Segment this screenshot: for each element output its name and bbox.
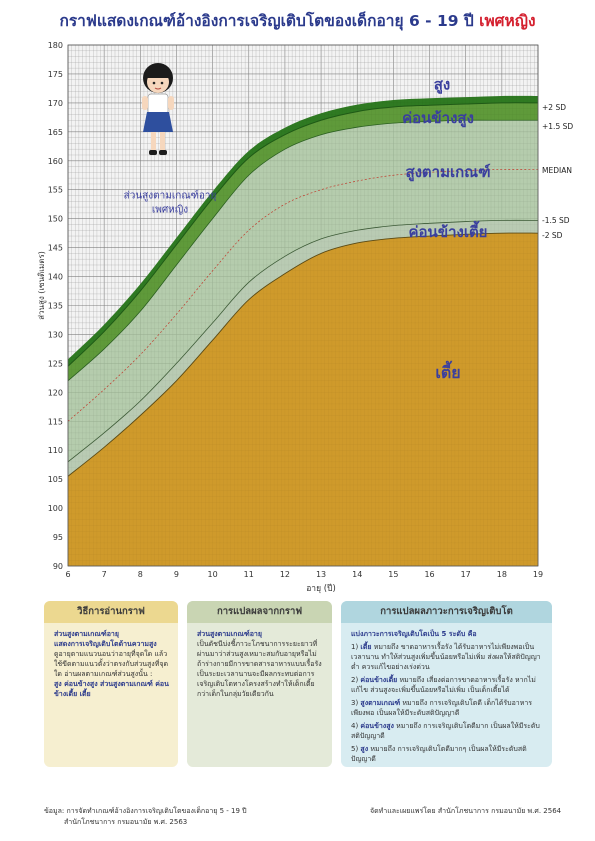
list-item: 5) สูง หมายถึง การเจริญเติบโตดีมากๆ เป็น…: [351, 745, 527, 763]
how-to-read-panel: วิธีการอ่านกราฟ ส่วนสูงตามเกณฑ์อายุ แสดง…: [44, 601, 178, 767]
y-tick-label: 180: [48, 41, 63, 50]
y-tick-label: 170: [48, 99, 63, 108]
interpretation-lead: ส่วนสูงตามเกณฑ์อายุ: [197, 630, 262, 638]
height-for-age-chart: 6 7 8 9 10 11 12 13 14 15 16 17 18 19 90 95 100 105 110 115…: [37, 41, 574, 594]
y-tick-label: 90: [53, 562, 63, 571]
y-tick-label: 140: [48, 273, 63, 282]
x-tick-label: 6: [65, 570, 70, 579]
zone-label: ค่อนข้างสูง: [402, 109, 474, 128]
y-tick-label: 165: [48, 128, 63, 137]
zone-label: เตี้ย: [435, 360, 460, 382]
series-line-median: [67, 169, 539, 422]
x-tick-label: 13: [316, 570, 326, 579]
list-item: 1) เตี้ย หมายถึง ขาดอาหารเรื้อรัง ได้รับ…: [351, 643, 541, 671]
y-axis-label: ส่วนสูง (เซนติเมตร): [37, 251, 47, 320]
source-line-1: ข้อมูล: การจัดทำเกณฑ์อ้างอิงการเจริญเติบ…: [44, 807, 247, 815]
zone-label: ค่อนข้างเตี้ย: [409, 220, 488, 241]
series-line-15sd: [67, 219, 539, 463]
chart-lines: [67, 102, 539, 477]
chart-labels: +2 SD +1.5 SD MEDIAN -1.5 SD -2 SD สูงค่อนข้า…: [124, 76, 574, 382]
growth-status-panel: การแปลผลภาวะการเจริญเติบโต แบ่งภาวะการเจ…: [341, 601, 552, 767]
interpretation-text: เป็นดัชนีบ่งชี้ภาวะโภชนาการระยะยาวที่ผ่า…: [197, 640, 322, 698]
growth-status-lead: แบ่งภาวะการเจริญเติบโตเป็น 5 ระดับ คือ: [351, 630, 477, 638]
x-axis-label: อายุ (ปี): [306, 583, 336, 594]
inset-caption: ส่วนสูงตามเกณฑ์อายุ: [124, 189, 217, 201]
x-tick-label: 18: [497, 570, 507, 579]
y-tick-label: 125: [48, 359, 63, 368]
x-tick-label: 8: [138, 570, 143, 579]
growth-status-list: 1) เตี้ย หมายถึง ขาดอาหารเรื้อรัง ได้รับ…: [351, 642, 544, 764]
series-line-2sd: [67, 232, 539, 477]
y-tick-label: 95: [53, 533, 63, 542]
interpretation-panel: การแปลผลจากกราฟ ส่วนสูงตามเกณฑ์อายุ เป็น…: [187, 601, 332, 767]
sd-label: MEDIAN: [542, 166, 572, 175]
how-to-read-title: วิธีการอ่านกราฟ: [44, 601, 178, 623]
x-tick-label: 17: [461, 570, 471, 579]
title-sex: เพศหญิง: [479, 12, 536, 30]
y-tick-label: 150: [48, 215, 63, 224]
y-tick-label: 120: [48, 388, 63, 397]
x-tick-label: 16: [424, 570, 434, 579]
y-tick-label: 105: [48, 475, 63, 484]
sd-label: +2 SD: [542, 103, 566, 112]
series-line-2sd: [67, 102, 539, 367]
y-tick-label: 175: [48, 70, 63, 79]
band-short: [68, 233, 538, 566]
sd-label: -2 SD: [542, 231, 563, 240]
list-item: 3) สูงตามเกณฑ์ หมายถึง การเจริญเติบโตดี …: [351, 699, 533, 717]
source-line-2: สำนักโภชนาการ กรมอนามัย พ.ศ. 2563: [64, 818, 188, 826]
x-tick-label: 14: [352, 570, 362, 579]
y-tick-label: 130: [48, 330, 63, 339]
how-to-lead: ส่วนสูงตามเกณฑ์อายุ: [54, 630, 119, 638]
y-tick-label: 135: [48, 302, 63, 311]
title-main: กราฟแสดงเกณฑ์อ้างอิงการเจริญเติบโตของเด็…: [59, 12, 474, 30]
x-tick-label: 9: [174, 570, 179, 579]
zone-label: สูง: [434, 76, 450, 95]
list-item: 4) ค่อนข้างสูง หมายถึง การเจริญเติบโตดีม…: [351, 722, 540, 740]
growth-status-title: การแปลผลภาวะการเจริญเติบโต: [341, 601, 552, 623]
x-tick-label: 11: [244, 570, 254, 579]
y-tick-label: 145: [48, 244, 63, 253]
y-tick-label: 160: [48, 157, 63, 166]
x-tick-label: 15: [388, 570, 398, 579]
sd-label: -1.5 SD: [542, 216, 570, 225]
y-tick-label: 100: [48, 504, 63, 513]
plot-frame: [67, 44, 539, 567]
y-tick-label: 115: [48, 417, 63, 426]
inset-caption: เพศหญิง: [152, 204, 188, 215]
how-to-levels: สูง ค่อนข้างสูง ส่วนสูงตามเกณฑ์ ค่อนข้าง…: [54, 680, 169, 698]
how-to-text: ดูอายุตามแนวนอนว่าอายุที่จุดใด แล้วใช้ขี…: [54, 650, 168, 678]
band-normal: [68, 120, 538, 462]
x-tick-label: 7: [102, 570, 107, 579]
interpretation-title: การแปลผลจากกราฟ: [187, 601, 332, 623]
series-line-15sd: [67, 119, 538, 382]
chart-axes: 6 7 8 9 10 11 12 13 14 15 16 17 18 19 90 95 100 105 110 115…: [37, 41, 543, 594]
girl-illustration: [142, 63, 174, 155]
page-title: กราฟแสดงเกณฑ์อ้างอิงการเจริญเติบโตของเด็…: [0, 8, 595, 33]
x-tick-label: 19: [533, 570, 543, 579]
source-note: ข้อมูล: การจัดทำเกณฑ์อ้างอิงการเจริญเติบ…: [44, 806, 247, 828]
y-tick-label: 155: [48, 186, 63, 195]
how-to-lead2: แสดงการเจริญเติบโตด้านความสูง: [54, 640, 157, 648]
list-item: 2) ค่อนข้างเตี้ย หมายถึง เสี่ยงต่อการขาด…: [351, 676, 536, 694]
x-tick-label: 12: [280, 570, 290, 579]
y-tick-label: 110: [48, 446, 63, 455]
sd-label: +1.5 SD: [542, 122, 573, 131]
x-tick-label: 10: [208, 570, 218, 579]
credit-note: จัดทำและเผยแพร่โดย สำนักโภชนาการ กรมอนาม…: [370, 807, 562, 815]
zone-label: สูงตามเกณฑ์: [405, 163, 490, 182]
